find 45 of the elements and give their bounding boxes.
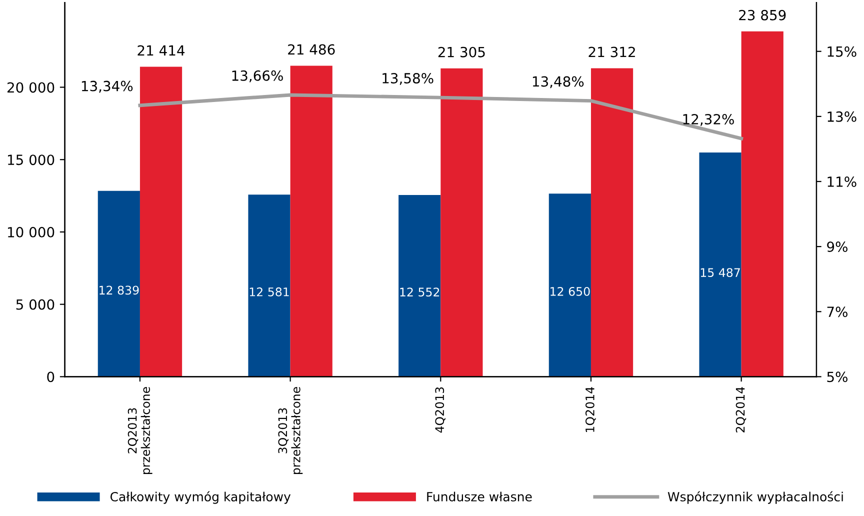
bar [548,194,591,377]
y-tick-label: 15 000 [8,154,54,166]
data-label: 21 305 [438,46,485,58]
bar [699,152,742,377]
y2-tick-label: 13% [828,111,856,122]
legend-label: Współczynnik wypłacalności [668,491,843,504]
legend-label: Fundusze własne [427,492,532,502]
data-label: 21 312 [588,46,635,58]
x-tick-label: 1Q2014 [585,387,596,432]
y2-tick-label: 11% [828,176,856,187]
bar [98,190,140,377]
data-label: 13,34% [82,80,133,93]
bar [290,66,332,377]
data-label: 15 487 [700,268,740,278]
data-label: 13,66% [232,70,283,82]
y-tick-label: 0 [47,372,54,382]
bar [440,68,483,377]
data-label: 21 414 [138,45,185,56]
x-tick-label: 4Q2013 [435,387,446,433]
x-tick-label: 2Q2013 przekształcone [128,387,152,474]
y2-tick-label: 7% [827,306,848,318]
data-label: 12 650 [550,286,590,296]
legend-label: Całkowity wymóg kapitałowy [110,491,291,504]
y-tick-label: 5 000 [16,299,54,310]
line-series [138,93,744,140]
bar [140,66,182,377]
x-tick-label: 2Q2014 [736,387,746,432]
y-tick-label: 10 000 [8,226,54,238]
y2-tick-label: 5% [827,372,848,382]
data-label: 23 859 [739,10,786,20]
y-tick-label: 20 000 [7,82,54,93]
data-label: 21 486 [288,44,335,55]
y2-tick-label: 9% [827,242,848,252]
data-label: 12 552 [400,288,440,297]
data-label: 12,32% [683,114,734,126]
data-label: 13,58% [382,72,434,85]
bar [398,195,441,377]
y2-tick-label: 15% [828,46,856,57]
bar [590,68,634,377]
bar [248,194,290,377]
data-label: 12 581 [250,287,289,296]
bar [741,31,784,377]
data-label: 13,48% [532,76,584,88]
data-label: 12 839 [100,286,139,295]
x-tick-label: 3Q2013 przekształcone [278,387,303,474]
